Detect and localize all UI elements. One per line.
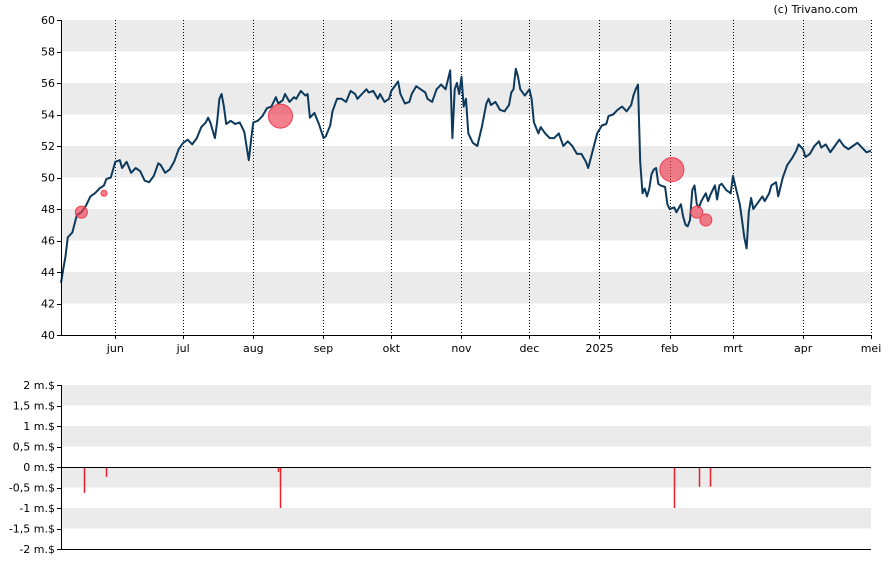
credit-label: (c) Trivano.com [773, 3, 858, 16]
y-tick-label: 42 [41, 298, 55, 311]
x-tick-label: apr [794, 342, 813, 355]
y-tick-label: 60 [41, 14, 55, 27]
flow-y-tick-label: -1 m.$ [19, 502, 55, 515]
price-band [61, 20, 871, 52]
flow-y-tick-label: 1 m.$ [23, 420, 55, 433]
y-tick-label: 54 [41, 109, 55, 122]
flow-y-tick-label: -0,5 m.$ [9, 482, 55, 495]
x-tick-label: nov [451, 342, 472, 355]
flow-band [61, 385, 871, 406]
x-tick-label: mrt [723, 342, 743, 355]
y-tick-label: 48 [41, 203, 55, 216]
flow-chart-bars [83, 467, 712, 508]
price-chart-y-ticks: 40 42 44 46 48 50 52 54 56 58 60 [41, 14, 61, 342]
price-chart-series [60, 67, 872, 284]
flow-band [61, 508, 871, 529]
price-chart-axes [61, 20, 871, 336]
x-tick-label: okt [383, 342, 401, 355]
y-tick-label: 50 [41, 172, 55, 185]
x-tick-label: aug [243, 342, 264, 355]
price-line [60, 67, 872, 284]
x-tick-label: jun [106, 342, 124, 355]
x-tick-label: feb [661, 342, 679, 355]
transaction-marker [699, 213, 713, 227]
flow-y-tick-label: 0 m.$ [23, 461, 55, 474]
transaction-marker [659, 157, 685, 183]
transaction-marker [267, 103, 293, 129]
flow-chart-axes [61, 385, 871, 550]
price-band [61, 272, 871, 304]
x-tick-label: sep [314, 342, 333, 355]
price-band [61, 146, 871, 178]
price-chart-markers [74, 103, 713, 227]
flow-chart-bands [61, 385, 871, 529]
flow-y-tick-label: -1,5 m.$ [9, 523, 55, 536]
transaction-marker [690, 205, 704, 219]
price-chart-bands [61, 20, 871, 304]
y-tick-label: 52 [41, 140, 55, 153]
flow-band [61, 426, 871, 447]
x-tick-label: jul [176, 342, 190, 355]
flow-y-tick-label: 2 m.$ [23, 379, 55, 392]
y-tick-label: 58 [41, 46, 55, 59]
flow-y-tick-label: 1,5 m.$ [13, 400, 55, 413]
y-tick-label: 40 [41, 329, 55, 342]
transaction-marker [74, 205, 88, 219]
transaction-marker [100, 189, 108, 197]
flow-band [61, 467, 871, 488]
price-chart-x-ticks: jun jul aug sep okt nov dec 2025 feb mrt apr mei [106, 335, 881, 355]
flow-y-tick-label: -2 m.$ [19, 543, 55, 556]
x-tick-label: mei [861, 342, 882, 355]
price-band [61, 209, 871, 241]
flow-y-tick-label: 0,5 m.$ [13, 441, 55, 454]
x-tick-label: 2025 [585, 342, 613, 355]
x-tick-label: dec [519, 342, 539, 355]
y-tick-label: 44 [41, 266, 55, 279]
y-tick-label: 46 [41, 235, 55, 248]
y-tick-label: 56 [41, 77, 55, 90]
flow-chart-y-ticks: -2 m.$ -1,5 m.$ -1 m.$ -0,5 m.$ 0 m.$ 0,5 m.$… [9, 379, 61, 556]
